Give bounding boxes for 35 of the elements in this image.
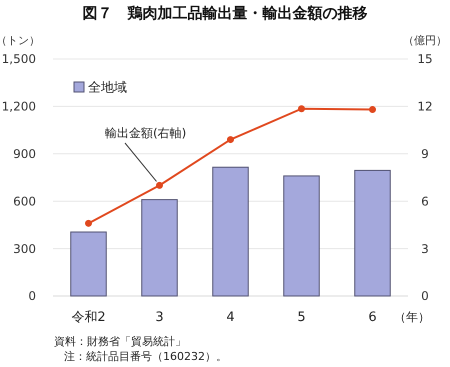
y2-tick-label: 0 <box>421 289 429 304</box>
text: 資料：財務省「貿易統計」 <box>54 335 186 348</box>
y-tick-label: 900 <box>13 147 36 161</box>
y-tick-label: 600 <box>13 194 36 208</box>
y2-tick-label: 3 <box>421 242 429 256</box>
legend-label: 全地域 <box>88 80 127 96</box>
y-tick-label: 0 <box>28 289 36 304</box>
series-label: 輸出金額(右軸) <box>105 126 186 140</box>
x-tick-label: 3 <box>155 310 164 325</box>
bar <box>141 199 178 296</box>
y-tick-label: 1,500 <box>2 52 36 66</box>
x-tick-label: 5 <box>297 310 306 325</box>
y-axis-title: （トン） <box>0 34 40 47</box>
y2-tick-label: 6 <box>421 194 429 208</box>
bar <box>283 175 320 296</box>
x-axis-title: （年） <box>394 310 430 324</box>
point <box>156 182 163 189</box>
y2-tick-label: 9 <box>421 147 429 161</box>
x-tick-label: 6 <box>368 310 377 325</box>
y2-tick-label: 15 <box>417 52 433 66</box>
bar <box>70 232 107 296</box>
point <box>369 106 376 114</box>
text: 注：統計品目番号（160232）。 <box>64 350 227 363</box>
point <box>298 105 305 112</box>
y2-axis-title: （億円） <box>403 34 447 47</box>
bar <box>354 170 391 296</box>
y-tick-label: 300 <box>13 242 36 256</box>
bar <box>212 166 249 296</box>
chart-title: 図７ 鶏肉加工品輸出量・輸出金額の推移 <box>82 4 368 22</box>
y2-tick-label: 12 <box>417 100 433 114</box>
y-tick-label: 1,200 <box>2 100 36 114</box>
x-tick-label: 4 <box>226 310 235 325</box>
point <box>85 220 92 227</box>
x-tick-label: 令和2 <box>71 310 106 325</box>
point <box>227 136 234 144</box>
